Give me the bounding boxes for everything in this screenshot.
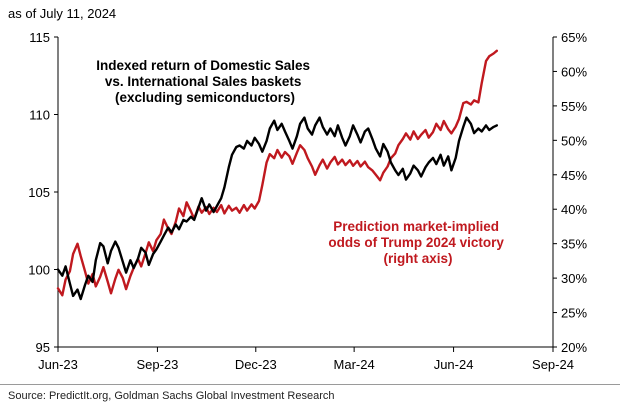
right-tick-label: 30%: [561, 271, 587, 286]
right-tick-label: 25%: [561, 306, 587, 321]
right-tick-label: 50%: [561, 133, 587, 148]
chart-title-line-2: vs. International Sales baskets: [105, 74, 302, 89]
chart-title-line-1: Indexed return of Domestic Sales: [96, 58, 310, 73]
x-tick-label: Sep-24: [532, 357, 574, 372]
annotation-line-2: odds of Trump 2024 victory: [328, 235, 504, 250]
x-axis-ticks: Jun-23 Sep-23 Dec-23 Mar-24 Jun-24 Sep-24: [38, 347, 574, 372]
right-tick-label: 65%: [561, 30, 587, 45]
source-note: Source: PredictIt.org, Goldman Sachs Glo…: [8, 390, 335, 402]
x-tick-label: Dec-23: [235, 357, 277, 372]
left-tick-label: 105: [28, 185, 50, 200]
annotation-line-3: (right axis): [383, 251, 452, 266]
x-tick-label: Mar-24: [334, 357, 375, 372]
prediction-odds-line: [56, 49, 498, 297]
right-tick-label: 45%: [561, 168, 587, 183]
left-tick-label: 115: [29, 30, 50, 45]
x-tick-label: Jun-24: [434, 357, 474, 372]
right-tick-label: 55%: [561, 99, 587, 114]
chart-title-line-3: (excluding semiconductors): [115, 90, 295, 105]
x-tick-label: Jun-23: [38, 357, 78, 372]
footer-divider: [0, 384, 620, 385]
right-axis-ticks: 20% 25% 30% 35% 40% 45% 50% 55% 60% 65%: [553, 30, 587, 355]
right-tick-label: 35%: [561, 237, 587, 252]
annotation-line-1: Prediction market-implied: [333, 219, 499, 234]
indexed-return-line: [56, 116, 498, 301]
right-tick-label: 40%: [561, 202, 587, 217]
right-tick-label: 60%: [561, 64, 587, 79]
chart: 95 100 105 110 115 20% 25% 30% 35% 40% 45% 50% 55% 6…: [28, 30, 587, 372]
as-of-date: as of July 11, 2024: [8, 6, 117, 21]
chart-title: Indexed return of Domestic Sales vs. Int…: [96, 58, 314, 105]
right-tick-label: 20%: [561, 340, 587, 355]
left-tick-label: 100: [28, 263, 50, 278]
series-group: [56, 49, 498, 301]
left-axis-ticks: 95 100 105 110 115: [28, 30, 58, 355]
left-tick-label: 110: [29, 108, 50, 123]
left-tick-label: 95: [36, 340, 50, 355]
x-tick-label: Sep-23: [136, 357, 178, 372]
series-annotation: Prediction market-implied odds of Trump …: [328, 219, 507, 266]
